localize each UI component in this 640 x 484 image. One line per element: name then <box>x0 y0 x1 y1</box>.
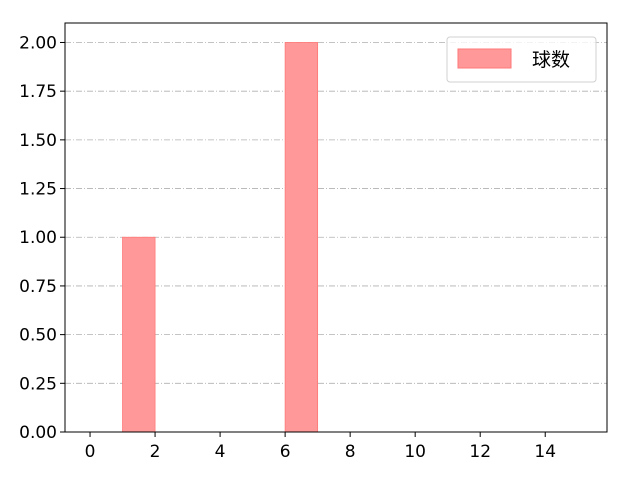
x-axis: 0 2 4 6 8 10 12 14 <box>85 432 556 462</box>
x-tick-label: 14 <box>534 442 556 462</box>
x-tick-label: 10 <box>404 442 426 462</box>
x-tick-label: 8 <box>345 442 356 462</box>
y-tick-label: 1.50 <box>19 131 57 151</box>
bar <box>284 42 319 433</box>
x-tick-label: 6 <box>280 442 291 462</box>
legend-box <box>446 36 597 83</box>
y-tick-label: 1.25 <box>19 180 57 200</box>
y-tick-label: 0.25 <box>19 374 57 394</box>
y-tick-label: 0.00 <box>19 423 57 443</box>
x-tick-label: 4 <box>215 442 226 462</box>
x-tick-label: 0 <box>85 442 96 462</box>
y-tick-label: 0.50 <box>19 326 57 346</box>
y-tick-label: 2.00 <box>19 33 57 53</box>
y-tick-label: 0.75 <box>19 277 57 297</box>
legend-label: 球数 <box>532 49 570 71</box>
y-tick-label: 1.75 <box>19 82 57 102</box>
x-tick-label: 2 <box>150 442 161 462</box>
legend: 球数 <box>446 36 597 83</box>
bars <box>122 42 319 433</box>
y-axis: 0.00 0.25 0.50 0.75 1.00 1.25 1.50 1.75 2.00 <box>19 33 65 443</box>
legend-swatch <box>457 48 512 69</box>
x-tick-label: 12 <box>469 442 491 462</box>
y-tick-label: 1.00 <box>19 228 57 248</box>
bar <box>122 236 156 433</box>
plot-frame <box>64 22 608 433</box>
